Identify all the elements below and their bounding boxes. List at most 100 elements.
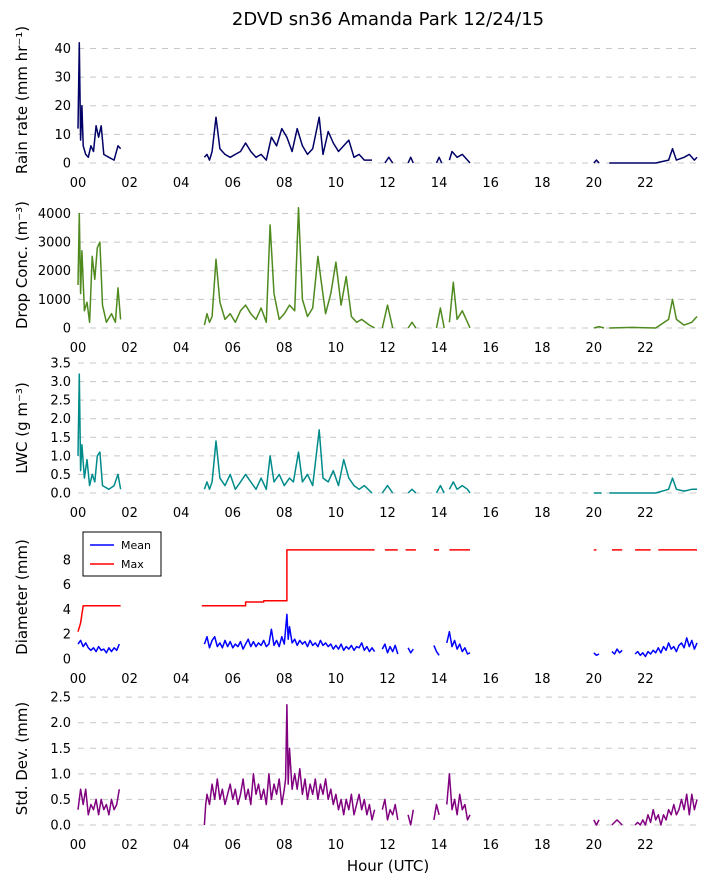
y-tick-label: 1000 bbox=[38, 293, 71, 308]
x-tick-label: 12 bbox=[379, 506, 396, 521]
series-line-1 bbox=[407, 321, 417, 329]
x-tick-label: 22 bbox=[637, 506, 654, 521]
x-tick-label: 16 bbox=[482, 838, 499, 853]
x-tick-label: 20 bbox=[586, 838, 603, 853]
y-axis-label: Std. Dev. (mm) bbox=[13, 702, 31, 815]
x-tick-label: 04 bbox=[173, 672, 190, 687]
x-tick-label: 00 bbox=[70, 341, 87, 356]
y-tick-label: 1.5 bbox=[50, 431, 71, 446]
y-axis-label: Drop Conc. (m⁻³) bbox=[13, 201, 31, 329]
series-line-1 bbox=[407, 809, 415, 826]
series-line-mean bbox=[446, 630, 471, 655]
series-line-1 bbox=[381, 304, 394, 329]
series-line-1 bbox=[609, 147, 698, 164]
x-tick-label: 16 bbox=[482, 341, 499, 356]
x-tick-label: 02 bbox=[121, 506, 138, 521]
series-line-1 bbox=[77, 788, 121, 816]
series-line-mean bbox=[203, 613, 376, 653]
y-tick-label: 8 bbox=[63, 553, 71, 568]
x-tick-label: 10 bbox=[328, 506, 345, 521]
x-tick-label: 12 bbox=[379, 838, 396, 853]
x-tick-label: 02 bbox=[121, 672, 138, 687]
x-tick-label: 10 bbox=[328, 672, 345, 687]
x-tick-label: 10 bbox=[328, 838, 345, 853]
y-tick-label: 0 bbox=[63, 322, 71, 337]
x-tick-label: 20 bbox=[586, 341, 603, 356]
series-line-1 bbox=[435, 307, 445, 329]
y-axis-label: Diameter (mm) bbox=[13, 539, 31, 655]
x-tick-label: 14 bbox=[431, 506, 448, 521]
series-line-1 bbox=[407, 156, 414, 164]
series-line-mean bbox=[381, 643, 399, 655]
x-tick-label: 00 bbox=[70, 176, 87, 191]
x-tick-label: 18 bbox=[534, 838, 551, 853]
x-tick-label: 18 bbox=[534, 176, 551, 191]
series-line-1 bbox=[203, 116, 372, 161]
series-line-1 bbox=[384, 156, 394, 164]
series-line-1 bbox=[448, 281, 471, 329]
figure-title: 2DVD sn36 Amanda Park 12/24/15 bbox=[232, 9, 544, 30]
series-line-mean bbox=[593, 652, 600, 657]
y-tick-label: 2 bbox=[63, 628, 71, 643]
x-tick-label: 00 bbox=[70, 838, 87, 853]
x-tick-label: 10 bbox=[328, 341, 345, 356]
x-tick-label: 08 bbox=[276, 341, 293, 356]
y-tick-label: 0.5 bbox=[50, 793, 71, 808]
series-line-mean bbox=[433, 645, 440, 656]
panel-1: 0 10 20 30 40 00 02 04 06 08 10 12 14 16 18 20 22 Rain ra… bbox=[13, 26, 698, 191]
y-tick-label: 3000 bbox=[38, 236, 71, 251]
y-tick-label: 0.0 bbox=[50, 487, 71, 502]
x-tick-label: 14 bbox=[431, 672, 448, 687]
series-line-1 bbox=[77, 212, 122, 324]
y-tick-label: 2000 bbox=[38, 264, 71, 279]
x-tick-label: 06 bbox=[224, 341, 241, 356]
x-tick-label: 12 bbox=[379, 176, 396, 191]
panel-5: 0.0 0.5 1.0 1.5 2.0 2.5 00 02 04 06 08 10 12 14 16 18 20… bbox=[13, 691, 698, 853]
series-line-1 bbox=[593, 819, 600, 826]
y-tick-label: 20 bbox=[54, 99, 71, 114]
legend-label: Max bbox=[121, 558, 144, 571]
y-tick-label: 30 bbox=[54, 71, 71, 86]
x-tick-label: 00 bbox=[70, 506, 87, 521]
x-tick-label: 14 bbox=[431, 341, 448, 356]
series-line-1 bbox=[77, 373, 122, 491]
x-tick-label: 20 bbox=[586, 176, 603, 191]
x-tick-label: 04 bbox=[173, 176, 190, 191]
x-tick-label: 08 bbox=[276, 506, 293, 521]
x-tick-label: 08 bbox=[276, 672, 293, 687]
x-tick-label: 22 bbox=[637, 341, 654, 356]
panel-3: 0.0 0.5 1.0 1.5 2.0 2.5 3.0 3.5 00 02 04 06 08 10 12 14… bbox=[13, 357, 697, 521]
y-tick-label: 0.0 bbox=[50, 819, 71, 834]
x-tick-label: 18 bbox=[534, 341, 551, 356]
series-line-1 bbox=[446, 773, 471, 821]
x-tick-label: 18 bbox=[534, 672, 551, 687]
panel-2: 0 1000 2000 3000 4000 00 02 04 06 08 10 12 14 16 18 20 2… bbox=[13, 201, 698, 356]
y-tick-label: 2.0 bbox=[50, 412, 71, 427]
y-tick-label: 4000 bbox=[38, 207, 71, 222]
x-tick-label: 04 bbox=[173, 506, 190, 521]
series-line-1 bbox=[609, 477, 697, 494]
x-tick-label: 16 bbox=[482, 506, 499, 521]
series-line-mean bbox=[611, 648, 623, 655]
x-tick-label: 06 bbox=[224, 506, 241, 521]
y-tick-label: 40 bbox=[54, 42, 71, 57]
x-tick-label: 20 bbox=[586, 672, 603, 687]
x-tick-label: 18 bbox=[534, 506, 551, 521]
x-tick-label: 22 bbox=[637, 838, 654, 853]
x-tick-label: 02 bbox=[121, 838, 138, 853]
y-tick-label: 1.5 bbox=[50, 742, 71, 757]
series-line-1 bbox=[381, 484, 394, 494]
series-line-1 bbox=[407, 488, 417, 494]
x-tick-label: 06 bbox=[224, 672, 241, 687]
series-line-1 bbox=[435, 156, 443, 164]
x-axis-label: Hour (UTC) bbox=[347, 857, 429, 875]
x-tick-label: 10 bbox=[328, 176, 345, 191]
y-tick-label: 2.5 bbox=[50, 394, 71, 409]
series-line-1 bbox=[448, 150, 471, 164]
x-tick-label: 02 bbox=[121, 341, 138, 356]
series-line-1 bbox=[77, 41, 122, 161]
x-tick-label: 16 bbox=[482, 672, 499, 687]
x-tick-label: 20 bbox=[586, 506, 603, 521]
